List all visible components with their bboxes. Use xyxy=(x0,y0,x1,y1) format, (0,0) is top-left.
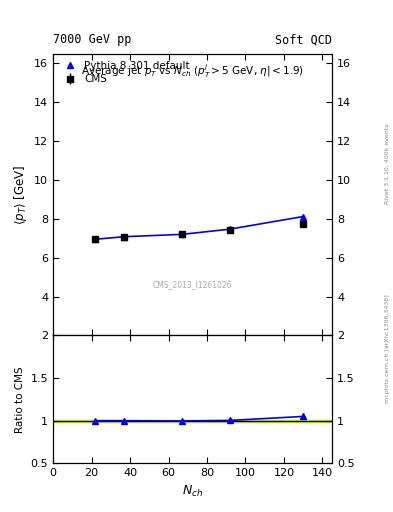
Bar xyxy=(53,420,332,422)
Text: mcplots.cern.ch [arXiv:1306.3436]: mcplots.cern.ch [arXiv:1306.3436] xyxy=(385,294,389,402)
Legend: Pythia 8.301 default, CMS: Pythia 8.301 default, CMS xyxy=(58,59,192,86)
Pythia 8.301 default xyxy=(228,226,232,232)
Line: Pythia 8.301 default: Pythia 8.301 default xyxy=(92,213,307,243)
X-axis label: $N_{ch}$: $N_{ch}$ xyxy=(182,484,203,499)
Y-axis label: $\langle p_T \rangle$ [GeV]: $\langle p_T \rangle$ [GeV] xyxy=(11,164,29,225)
Text: Average jet $p_T$ vs $N_{ch}$ ($p_T^j$$>$5 GeV, $\eta|<$1.9): Average jet $p_T$ vs $N_{ch}$ ($p_T^j$$>… xyxy=(81,62,304,80)
Text: Soft QCD: Soft QCD xyxy=(275,33,332,46)
Text: Rivet 3.1.10, 400k events: Rivet 3.1.10, 400k events xyxy=(385,123,389,204)
Pythia 8.301 default xyxy=(180,231,184,238)
Pythia 8.301 default xyxy=(122,233,127,240)
Pythia 8.301 default xyxy=(93,236,98,242)
Pythia 8.301 default xyxy=(301,214,306,220)
Text: 7000 GeV pp: 7000 GeV pp xyxy=(53,33,131,46)
Y-axis label: Ratio to CMS: Ratio to CMS xyxy=(15,366,25,433)
Text: CMS_2013_I1261026: CMS_2013_I1261026 xyxy=(153,280,232,289)
